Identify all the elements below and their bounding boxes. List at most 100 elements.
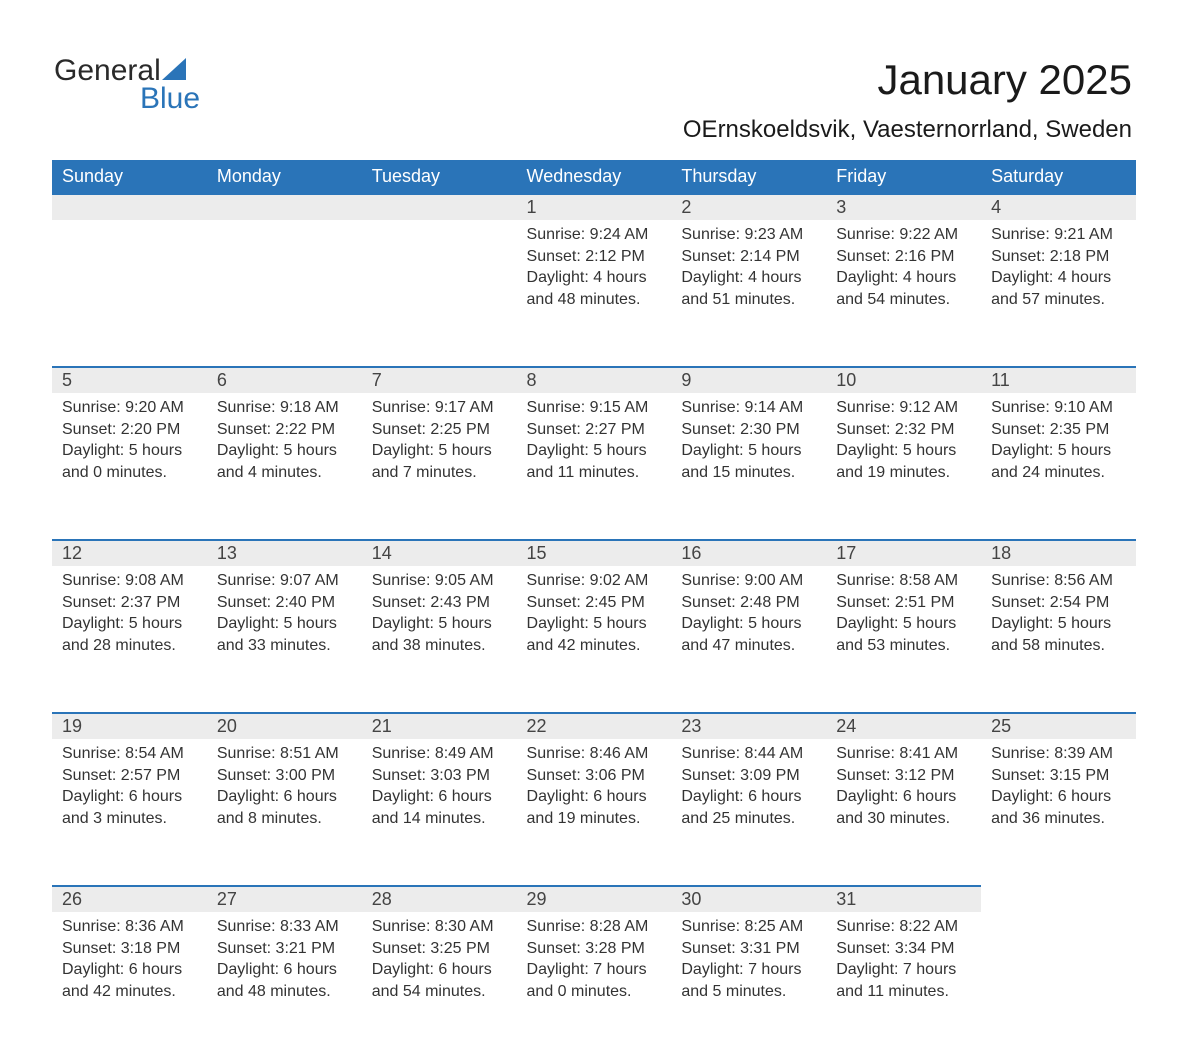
daylight-label: Daylight: [681,269,748,286]
daylight-line: Daylight: 5 hours and 24 minutes. [991,440,1126,483]
sunset-value: 3:12 PM [895,767,955,784]
sunset-value: 2:57 PM [121,767,181,784]
sunrise-value: 9:08 AM [125,572,184,589]
day-body-cell: Sunrise: 9:12 AMSunset: 2:32 PMDaylight:… [826,393,981,540]
sunset-label: Sunset: [836,594,895,611]
sunset-value: 3:15 PM [1050,767,1110,784]
day-body-cell: Sunrise: 9:17 AMSunset: 2:25 PMDaylight:… [362,393,517,540]
day-body-cell: Sunrise: 8:25 AMSunset: 3:31 PMDaylight:… [671,912,826,1058]
day-number: 24 [836,716,856,736]
sunrise-value: 8:39 AM [1054,745,1113,762]
day-number-cell [981,886,1136,912]
sunrise-line: Sunrise: 8:36 AM [62,916,197,938]
sunrise-label: Sunrise: [527,572,590,589]
sunset-value: 3:06 PM [585,767,645,784]
day-body-cell: Sunrise: 9:07 AMSunset: 2:40 PMDaylight:… [207,566,362,713]
sunrise-value: 9:20 AM [125,399,184,416]
sunrise-value: 8:54 AM [125,745,184,762]
sunrise-line: Sunrise: 8:58 AM [836,570,971,592]
day-number: 31 [836,889,856,909]
daylight-label: Daylight: [681,615,748,632]
day-body-cell: Sunrise: 9:10 AMSunset: 2:35 PMDaylight:… [981,393,1136,540]
sunset-line: Sunset: 2:40 PM [217,592,352,614]
day-body-cell: Sunrise: 8:58 AMSunset: 2:51 PMDaylight:… [826,566,981,713]
daylight-line: Daylight: 6 hours and 42 minutes. [62,959,197,1002]
day-number: 26 [62,889,82,909]
sunrise-line: Sunrise: 8:33 AM [217,916,352,938]
sunrise-line: Sunrise: 9:20 AM [62,397,197,419]
day-number: 17 [836,543,856,563]
sunrise-label: Sunrise: [217,918,280,935]
sunrise-line: Sunrise: 9:15 AM [527,397,662,419]
day-number-cell: 5 [52,367,207,393]
day-number-cell: 2 [671,194,826,220]
day-header: Thursday [671,160,826,194]
sunrise-label: Sunrise: [836,745,899,762]
sunrise-line: Sunrise: 8:41 AM [836,743,971,765]
day-number: 18 [991,543,1011,563]
sunrise-value: 8:46 AM [590,745,649,762]
sunset-label: Sunset: [681,248,740,265]
sunrise-label: Sunrise: [991,572,1054,589]
daylight-label: Daylight: [217,442,284,459]
day-body-cell: Sunrise: 8:46 AMSunset: 3:06 PMDaylight:… [517,739,672,886]
sunrise-label: Sunrise: [681,918,744,935]
sunset-value: 2:45 PM [585,594,645,611]
sunset-value: 3:18 PM [121,940,181,957]
daylight-label: Daylight: [217,961,284,978]
daylight-line: Daylight: 6 hours and 48 minutes. [217,959,352,1002]
week-daynum-row: 12131415161718 [52,540,1136,566]
day-body-cell: Sunrise: 8:28 AMSunset: 3:28 PMDaylight:… [517,912,672,1058]
week-body-row: Sunrise: 8:54 AM Sunset: 2:57 PM Daylight:… [52,739,1136,886]
day-number: 29 [527,889,547,909]
day-body-cell [52,220,207,367]
sunrise-line: Sunrise: 8:56 AM [991,570,1126,592]
day-number-cell: 29 [517,886,672,912]
sunset-value: 2:54 PM [1050,594,1110,611]
day-body-cell: Sunrise: 8:39 AMSunset: 3:15 PMDaylight:… [981,739,1136,886]
day-number: 30 [681,889,701,909]
week-body-row: Sunrise: 9:20 AMSunset: 2:20 PMDaylight:… [52,393,1136,540]
day-body-cell: Sunrise: 9:05 AMSunset: 2:43 PMDaylight:… [362,566,517,713]
daylight-line: Daylight: 5 hours and 11 minutes. [527,440,662,483]
sunrise-line: Sunrise: 9:12 AM [836,397,971,419]
sunrise-line: Sunrise: 8:51 AM [217,743,352,765]
week-body-row: Sunrise: 9:24 AMSunset: 2:12 PMDaylight:… [52,220,1136,367]
sunset-label: Sunset: [991,767,1050,784]
sunrise-label: Sunrise: [836,572,899,589]
sunset-label: Sunset: [372,940,431,957]
sunset-line: Sunset: 3:34 PM [836,938,971,960]
sunset-label: Sunset: [372,594,431,611]
day-number-cell: 15 [517,540,672,566]
daylight-line: Daylight: 7 hours and 5 minutes. [681,959,816,1002]
sunrise-line: Sunrise: 9:10 AM [991,397,1126,419]
sunset-value: 2:37 PM [121,594,181,611]
day-body-cell: Sunrise: 9:00 AMSunset: 2:48 PMDaylight:… [671,566,826,713]
day-number-cell: 23 [671,713,826,739]
sunrise-line: Sunrise: 8:30 AM [372,916,507,938]
day-number: 28 [372,889,392,909]
sunrise-value: 9:12 AM [899,399,958,416]
day-number-cell: 14 [362,540,517,566]
sunset-label: Sunset: [836,940,895,957]
daylight-line: Daylight: 6 hours and 30 minutes. [836,786,971,829]
day-header: Tuesday [362,160,517,194]
sunset-line: Sunset: 2:20 PM [62,419,197,441]
day-body-cell: Sunrise: 9:02 AMSunset: 2:45 PMDaylight:… [517,566,672,713]
sunset-line: Sunset: 3:21 PM [217,938,352,960]
day-number-cell: 25 [981,713,1136,739]
sunrise-line: Sunrise: 9:08 AM [62,570,197,592]
day-number-cell [362,194,517,220]
day-header: Monday [207,160,362,194]
sunset-line: Sunset: 2:43 PM [372,592,507,614]
sunrise-label: Sunrise: [62,399,125,416]
day-body-cell: Sunrise: 8:56 AMSunset: 2:54 PMDaylight:… [981,566,1136,713]
daylight-label: Daylight: [527,269,594,286]
sunrise-value: 8:51 AM [280,745,339,762]
daylight-label: Daylight: [836,615,903,632]
sunrise-value: 9:07 AM [280,572,339,589]
sunrise-line: Sunrise: 9:21 AM [991,224,1126,246]
sunset-value: 2:32 PM [895,421,955,438]
sunrise-value: 9:21 AM [1054,226,1113,243]
sunrise-line: Sunrise: 9:23 AM [681,224,816,246]
